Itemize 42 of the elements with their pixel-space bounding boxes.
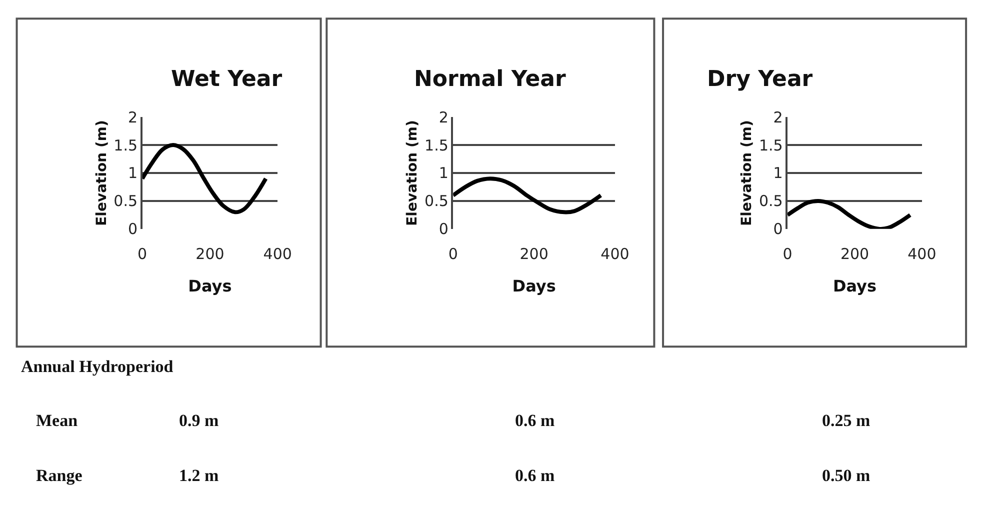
y-tick-label: 1 bbox=[438, 164, 448, 182]
x-tick-label: 400 bbox=[908, 244, 936, 263]
y-tick-label: 2 bbox=[128, 108, 138, 126]
text: 0.50 m bbox=[822, 466, 870, 485]
y-tick-label: 2 bbox=[438, 108, 448, 126]
chart-title: Wet Year bbox=[171, 67, 282, 92]
y-tick-label: 0 bbox=[438, 220, 448, 238]
y-tick-label: 1.5 bbox=[758, 136, 783, 154]
y-tick-label: 1.5 bbox=[424, 136, 448, 154]
line-series bbox=[453, 176, 603, 214]
text: 0.25 m bbox=[822, 411, 870, 430]
y-tick-label: 1 bbox=[773, 164, 783, 182]
line-series bbox=[788, 198, 912, 229]
text: Range bbox=[36, 466, 83, 485]
y-tick-label: 0.5 bbox=[424, 192, 448, 210]
y-axis-title: Elevation (m) bbox=[739, 120, 756, 226]
x-tick-label: 200 bbox=[840, 244, 870, 263]
y-tick-label: 0 bbox=[128, 220, 138, 238]
y-axis-title: Elevation (m) bbox=[404, 120, 421, 226]
y-tick-label: 1 bbox=[128, 164, 138, 182]
x-tick-label: 400 bbox=[600, 244, 630, 263]
y-axis-title: Elevation (m) bbox=[94, 120, 110, 226]
x-axis-title: Days bbox=[512, 276, 556, 296]
line-series bbox=[142, 143, 268, 214]
y-tick-label: 0.5 bbox=[758, 192, 783, 210]
x-tick-label: 200 bbox=[520, 244, 548, 263]
text: Mean bbox=[36, 411, 78, 430]
text: Annual Hydroperiod bbox=[21, 357, 174, 376]
y-tick-label: 2 bbox=[773, 108, 783, 126]
y-tick-label: 0.5 bbox=[114, 192, 138, 210]
text: 0.6 m bbox=[515, 466, 555, 485]
chart-title: Dry Year bbox=[707, 67, 813, 92]
x-axis-title: Days bbox=[832, 276, 877, 296]
chart-title: Normal Year bbox=[414, 67, 566, 92]
x-tick-label: 200 bbox=[196, 244, 224, 263]
text: 0.6 m bbox=[515, 411, 555, 430]
text: 0.9 m bbox=[179, 411, 219, 430]
y-tick-label: 1.5 bbox=[114, 136, 138, 154]
x-tick-label: 400 bbox=[263, 244, 292, 263]
text: 1.2 m bbox=[179, 466, 219, 485]
x-axis-title: Days bbox=[188, 276, 232, 296]
y-tick-label: 0 bbox=[773, 220, 783, 238]
